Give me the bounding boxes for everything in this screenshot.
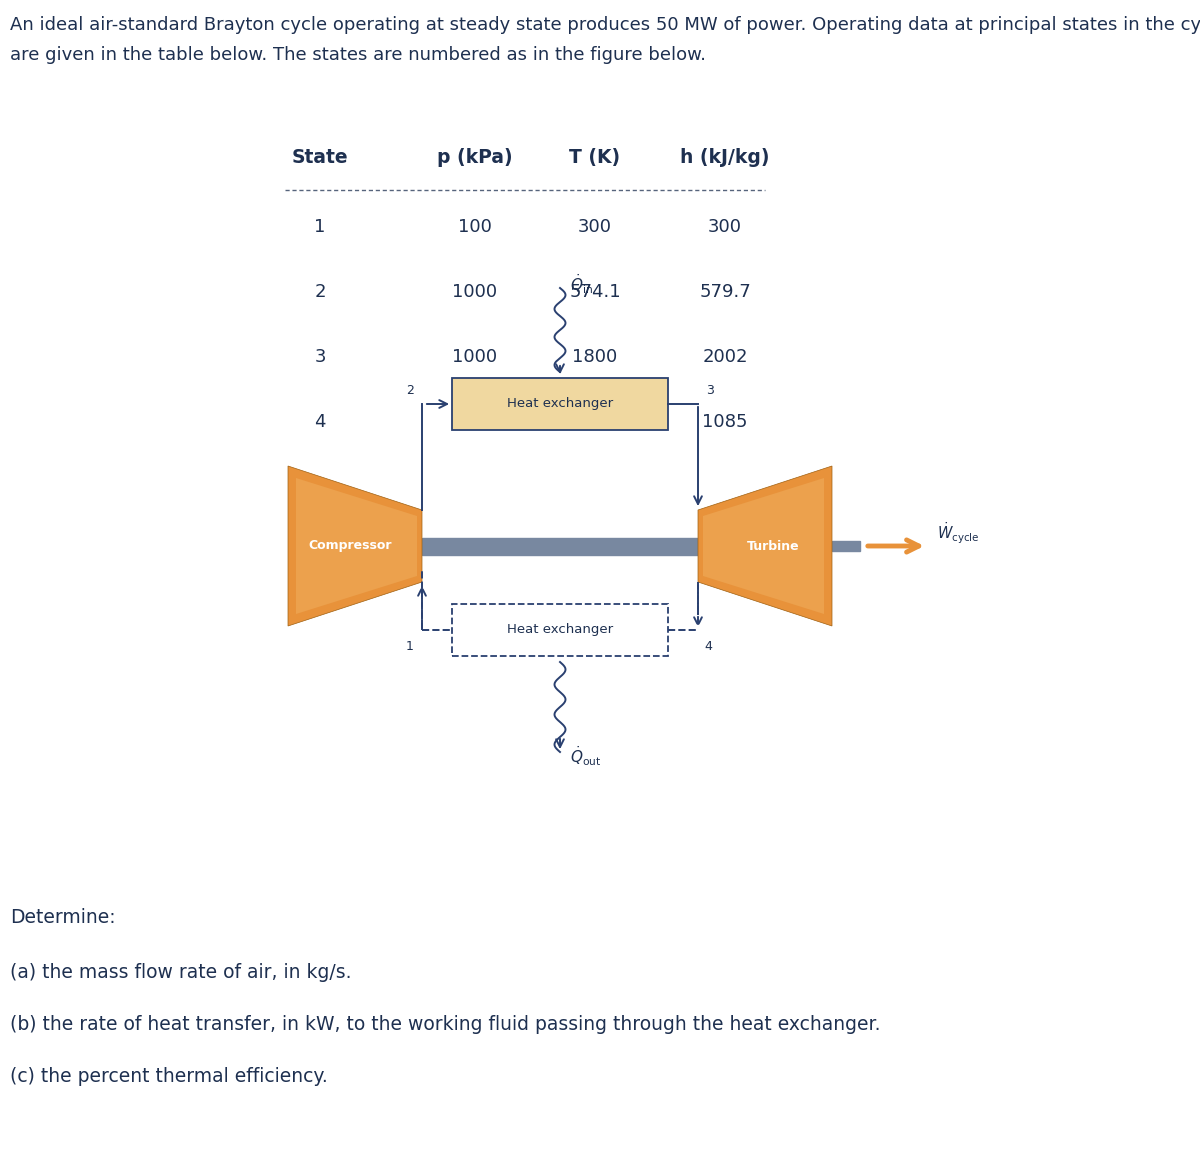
Text: 1034: 1034	[572, 413, 618, 431]
Text: $\dot{Q}_{\mathrm{out}}$: $\dot{Q}_{\mathrm{out}}$	[570, 744, 601, 767]
Text: 1800: 1800	[572, 348, 618, 366]
Text: 579.7: 579.7	[700, 283, 751, 301]
Text: 1000: 1000	[452, 283, 498, 301]
Text: 300: 300	[708, 218, 742, 236]
Text: 2002: 2002	[702, 348, 748, 366]
Text: 100: 100	[458, 218, 492, 236]
Text: h (kJ/kg): h (kJ/kg)	[680, 148, 769, 167]
Text: 574.1: 574.1	[569, 283, 620, 301]
Text: $\dot{W}_{\mathrm{cycle}}$: $\dot{W}_{\mathrm{cycle}}$	[937, 520, 979, 545]
Text: (b) the rate of heat transfer, in kW, to the working fluid passing through the h: (b) the rate of heat transfer, in kW, to…	[10, 1015, 881, 1034]
Text: Heat exchanger: Heat exchanger	[506, 397, 613, 410]
Text: (c) the percent thermal efficiency.: (c) the percent thermal efficiency.	[10, 1068, 328, 1086]
Text: 2: 2	[406, 384, 414, 397]
Text: p (kPa): p (kPa)	[437, 148, 512, 167]
FancyBboxPatch shape	[452, 604, 668, 656]
Text: 4: 4	[704, 640, 712, 653]
Bar	[422, 537, 698, 555]
Text: Determine:: Determine:	[10, 908, 115, 927]
Text: Turbine: Turbine	[746, 540, 799, 552]
Text: 4: 4	[314, 413, 325, 431]
FancyBboxPatch shape	[452, 378, 668, 430]
Text: 1: 1	[314, 218, 325, 236]
Text: $\dot{Q}_{\mathrm{in}}$: $\dot{Q}_{\mathrm{in}}$	[570, 272, 593, 296]
Text: An ideal air-standard Brayton cycle operating at steady state produces 50 MW of : An ideal air-standard Brayton cycle oper…	[10, 16, 1200, 34]
Text: 100: 100	[458, 413, 492, 431]
Text: 1: 1	[406, 640, 414, 653]
Text: 1000: 1000	[452, 348, 498, 366]
Text: are given in the table below. The states are numbered as in the figure below.: are given in the table below. The states…	[10, 46, 706, 64]
Text: 300: 300	[578, 218, 612, 236]
Text: Heat exchanger: Heat exchanger	[506, 624, 613, 637]
Text: 2: 2	[314, 283, 325, 301]
Polygon shape	[703, 478, 824, 614]
Text: Compressor: Compressor	[308, 540, 391, 552]
Polygon shape	[698, 466, 832, 626]
Text: 3: 3	[706, 384, 714, 397]
Text: T (K): T (K)	[570, 148, 620, 167]
Bar	[832, 541, 860, 551]
Polygon shape	[296, 478, 418, 614]
Text: (a) the mass flow rate of air, in kg/s.: (a) the mass flow rate of air, in kg/s.	[10, 962, 352, 982]
Text: State: State	[292, 148, 348, 167]
Text: 1085: 1085	[702, 413, 748, 431]
Text: 3: 3	[314, 348, 325, 366]
Polygon shape	[288, 466, 422, 626]
